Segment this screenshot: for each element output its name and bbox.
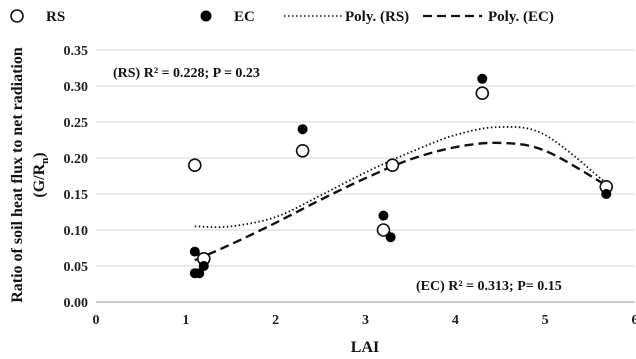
legend-marker-ec xyxy=(200,10,212,22)
point-rs xyxy=(385,158,400,172)
point-ec xyxy=(601,189,612,199)
legend: RS EC Poly. (RS) Poly. (EC) xyxy=(10,9,554,25)
y-tick-label: 0.20 xyxy=(64,152,89,167)
annotation-rs: (RS) R² = 0.228; P = 0.23 xyxy=(113,66,260,81)
x-tick-label: 6 xyxy=(632,313,636,328)
legend-label-rs: RS xyxy=(46,9,65,25)
point-rs xyxy=(376,223,391,237)
data-points xyxy=(188,73,614,279)
trendline-poly-rs xyxy=(194,126,607,229)
gridlines xyxy=(96,49,635,267)
y-tick-label: 0.30 xyxy=(64,80,89,95)
y-tick-label: 0.25 xyxy=(64,116,89,131)
x-tick-label: 4 xyxy=(452,313,459,328)
trendline-poly-ec xyxy=(194,141,607,262)
legend-marker-rs xyxy=(10,9,24,23)
point-rs xyxy=(475,86,490,100)
y-tick-label: 0.00 xyxy=(64,296,89,311)
point-rs xyxy=(188,158,202,172)
point-ec xyxy=(198,261,209,271)
y-sublabel-open: (G/R xyxy=(31,163,48,197)
y-sublabel-close: ) xyxy=(31,152,48,157)
point-ec xyxy=(477,73,488,84)
x-axis-label: LAI xyxy=(351,339,379,356)
point-ec xyxy=(189,246,200,257)
y-tick-label: 0.35 xyxy=(64,44,89,59)
y-tick-label: 0.15 xyxy=(64,188,89,203)
point-ec xyxy=(297,124,308,135)
annotation-ec: (EC) R² = 0.313; P= 0.15 xyxy=(416,279,562,294)
y-tick-label: 0.05 xyxy=(64,260,89,275)
legend-label-ec: EC xyxy=(234,9,255,25)
point-ec xyxy=(194,268,205,279)
y-axis-sublabel: (G/Rn) xyxy=(31,152,51,197)
x-tick-label: 2 xyxy=(272,313,279,328)
legend-label-poly-rs: Poly. (RS) xyxy=(345,9,409,25)
point-rs xyxy=(295,144,310,158)
x-tick-label: 3 xyxy=(362,313,369,328)
y-sublabel-n: n xyxy=(39,158,51,164)
x-tick-label: 1 xyxy=(182,313,189,328)
y-tick-label: 0.10 xyxy=(64,224,89,239)
point-ec xyxy=(378,210,389,221)
legend-label-poly-ec: Poly. (EC) xyxy=(488,9,554,25)
y-axis-label: Ratio of soil heat flux to net radiation xyxy=(9,47,26,303)
tick-labels: 0.00 0.05 0.10 0.15 0.20 0.25 0.30 0.35 0 1 2 3 4 5 6 xyxy=(64,44,636,328)
point-ec xyxy=(385,232,396,243)
x-tick-label: 5 xyxy=(542,313,549,328)
x-tick-label: 0 xyxy=(93,313,100,328)
